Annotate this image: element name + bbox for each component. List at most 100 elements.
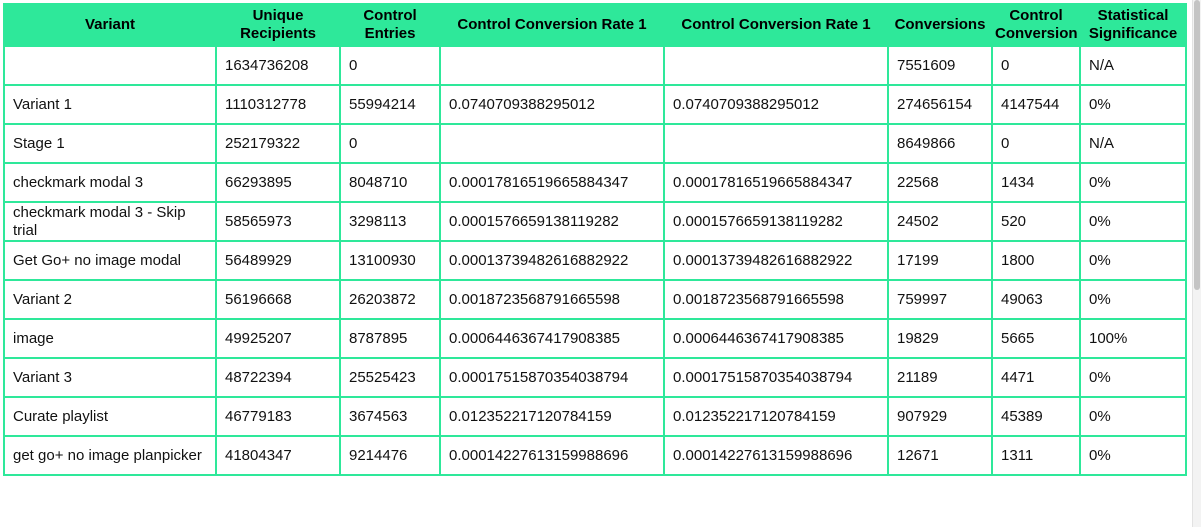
table-cell: 3298113 bbox=[339, 201, 441, 242]
table-row: checkmark modal 3 66293895 8048710 0.000178… bbox=[3, 162, 1187, 203]
table-cell: N/A bbox=[1079, 123, 1187, 164]
table-cell: 3674563 bbox=[339, 396, 441, 437]
table-cell: 0.00013739482616882922 bbox=[439, 240, 665, 281]
table-cell: 1634736208 bbox=[215, 45, 341, 86]
table-cell: 17199 bbox=[887, 240, 993, 281]
variant-cell: Stage 1 bbox=[3, 123, 217, 164]
table-cell: 0% bbox=[1079, 435, 1187, 476]
table-cell: 1311 bbox=[991, 435, 1081, 476]
variant-cell: Variant 3 bbox=[3, 357, 217, 398]
table-cell: 49925207 bbox=[215, 318, 341, 359]
variant-cell bbox=[3, 45, 217, 86]
table-cell: 55994214 bbox=[339, 84, 441, 125]
table-cell: 66293895 bbox=[215, 162, 341, 203]
table-cell: 0 bbox=[339, 45, 441, 86]
table-cell bbox=[439, 123, 665, 164]
table-cell: 45389 bbox=[991, 396, 1081, 437]
table-cell bbox=[439, 45, 665, 86]
vertical-scrollbar[interactable] bbox=[1192, 0, 1201, 527]
table-cell: 46779183 bbox=[215, 396, 341, 437]
table-cell: 907929 bbox=[887, 396, 993, 437]
variant-cell: Variant 2 bbox=[3, 279, 217, 320]
table-cell: 100% bbox=[1079, 318, 1187, 359]
table-cell: 759997 bbox=[887, 279, 993, 320]
column-header[interactable]: Statistical Significance bbox=[1079, 3, 1187, 47]
table-cell: 0% bbox=[1079, 84, 1187, 125]
variant-cell: image bbox=[3, 318, 217, 359]
table-cell: 0.00017816519665884347 bbox=[663, 162, 889, 203]
column-header[interactable]: Control Conversion Rate 1 bbox=[663, 3, 889, 47]
table-row: checkmark modal 3 - Skip trial 58565973 32… bbox=[3, 201, 1187, 242]
table-body: 1634736208 0 7551609 0 N/A Variant 1 111031277… bbox=[3, 45, 1187, 476]
column-header[interactable]: Control Entries bbox=[339, 3, 441, 47]
table-cell: 21189 bbox=[887, 357, 993, 398]
column-header[interactable]: Control Conversion bbox=[991, 3, 1081, 47]
column-header[interactable]: Variant bbox=[3, 3, 217, 47]
table-cell: 0.0740709388295012 bbox=[663, 84, 889, 125]
variant-cell: Variant 1 bbox=[3, 84, 217, 125]
table-cell: 56196668 bbox=[215, 279, 341, 320]
table-cell bbox=[663, 45, 889, 86]
table-row: Stage 1 252179322 0 8649866 0 N/A bbox=[3, 123, 1187, 164]
table-cell: 0.00017515870354038794 bbox=[663, 357, 889, 398]
table-cell: 48722394 bbox=[215, 357, 341, 398]
column-header[interactable]: Unique Recipients bbox=[215, 3, 341, 47]
table-cell: 58565973 bbox=[215, 201, 341, 242]
table-cell: 8048710 bbox=[339, 162, 441, 203]
table-cell: 4147544 bbox=[991, 84, 1081, 125]
table-cell: 41804347 bbox=[215, 435, 341, 476]
table-cell: 0.0001576659138119282 bbox=[663, 201, 889, 242]
table-cell: 0% bbox=[1079, 162, 1187, 203]
table-cell: 252179322 bbox=[215, 123, 341, 164]
table-row: Get Go+ no image modal 56489929 13100930 0.… bbox=[3, 240, 1187, 281]
table-cell: 0.0018723568791665598 bbox=[663, 279, 889, 320]
table-cell: 25525423 bbox=[339, 357, 441, 398]
table-cell: 1800 bbox=[991, 240, 1081, 281]
scrollbar-thumb[interactable] bbox=[1194, 0, 1200, 290]
table-cell: 0% bbox=[1079, 240, 1187, 281]
table-cell: 0% bbox=[1079, 357, 1187, 398]
table-row: 1634736208 0 7551609 0 N/A bbox=[3, 45, 1187, 86]
table-cell: 49063 bbox=[991, 279, 1081, 320]
table-cell: 274656154 bbox=[887, 84, 993, 125]
table-cell: 56489929 bbox=[215, 240, 341, 281]
table-cell: 8787895 bbox=[339, 318, 441, 359]
variant-cell: Curate playlist bbox=[3, 396, 217, 437]
table-cell: 0.012352217120784159 bbox=[439, 396, 665, 437]
table-cell: 0.012352217120784159 bbox=[663, 396, 889, 437]
table-cell: 0.00017515870354038794 bbox=[439, 357, 665, 398]
column-header[interactable]: Conversions bbox=[887, 3, 993, 47]
column-header[interactable]: Control Conversion Rate 1 bbox=[439, 3, 665, 47]
table-cell: 0% bbox=[1079, 279, 1187, 320]
table-cell: 1434 bbox=[991, 162, 1081, 203]
table-cell: 0 bbox=[991, 123, 1081, 164]
table-row: Curate playlist 46779183 3674563 0.01235221… bbox=[3, 396, 1187, 437]
table-cell bbox=[663, 123, 889, 164]
table-row: Variant 1 1110312778 55994214 0.07407093882… bbox=[3, 84, 1187, 125]
table-cell: 0.0018723568791665598 bbox=[439, 279, 665, 320]
table-cell: 13100930 bbox=[339, 240, 441, 281]
table-cell: 4471 bbox=[991, 357, 1081, 398]
table-cell: 0% bbox=[1079, 201, 1187, 242]
table-cell: 0.00014227613159988696 bbox=[439, 435, 665, 476]
header-row: Variant Unique Recipients Control Entries C… bbox=[3, 3, 1187, 47]
table-cell: 0 bbox=[991, 45, 1081, 86]
table-row: Variant 2 56196668 26203872 0.0018723568791… bbox=[3, 279, 1187, 320]
table-cell: 1110312778 bbox=[215, 84, 341, 125]
table-cell: 0.00017816519665884347 bbox=[439, 162, 665, 203]
table-cell: 0.0006446367417908385 bbox=[439, 318, 665, 359]
table-cell: 0.00014227613159988696 bbox=[663, 435, 889, 476]
table-row: get go+ no image planpicker 41804347 92144… bbox=[3, 435, 1187, 476]
table-cell: 0.0006446367417908385 bbox=[663, 318, 889, 359]
variant-cell: Get Go+ no image modal bbox=[3, 240, 217, 281]
table-cell: 0.00013739482616882922 bbox=[663, 240, 889, 281]
table-cell: 26203872 bbox=[339, 279, 441, 320]
table-cell: 0.0001576659138119282 bbox=[439, 201, 665, 242]
table-row: image 49925207 8787895 0.000644636741790838… bbox=[3, 318, 1187, 359]
table-cell: 9214476 bbox=[339, 435, 441, 476]
table-cell: 0.0740709388295012 bbox=[439, 84, 665, 125]
results-table: Variant Unique Recipients Control Entries C… bbox=[3, 3, 1187, 476]
table-cell: 520 bbox=[991, 201, 1081, 242]
table-cell: 24502 bbox=[887, 201, 993, 242]
